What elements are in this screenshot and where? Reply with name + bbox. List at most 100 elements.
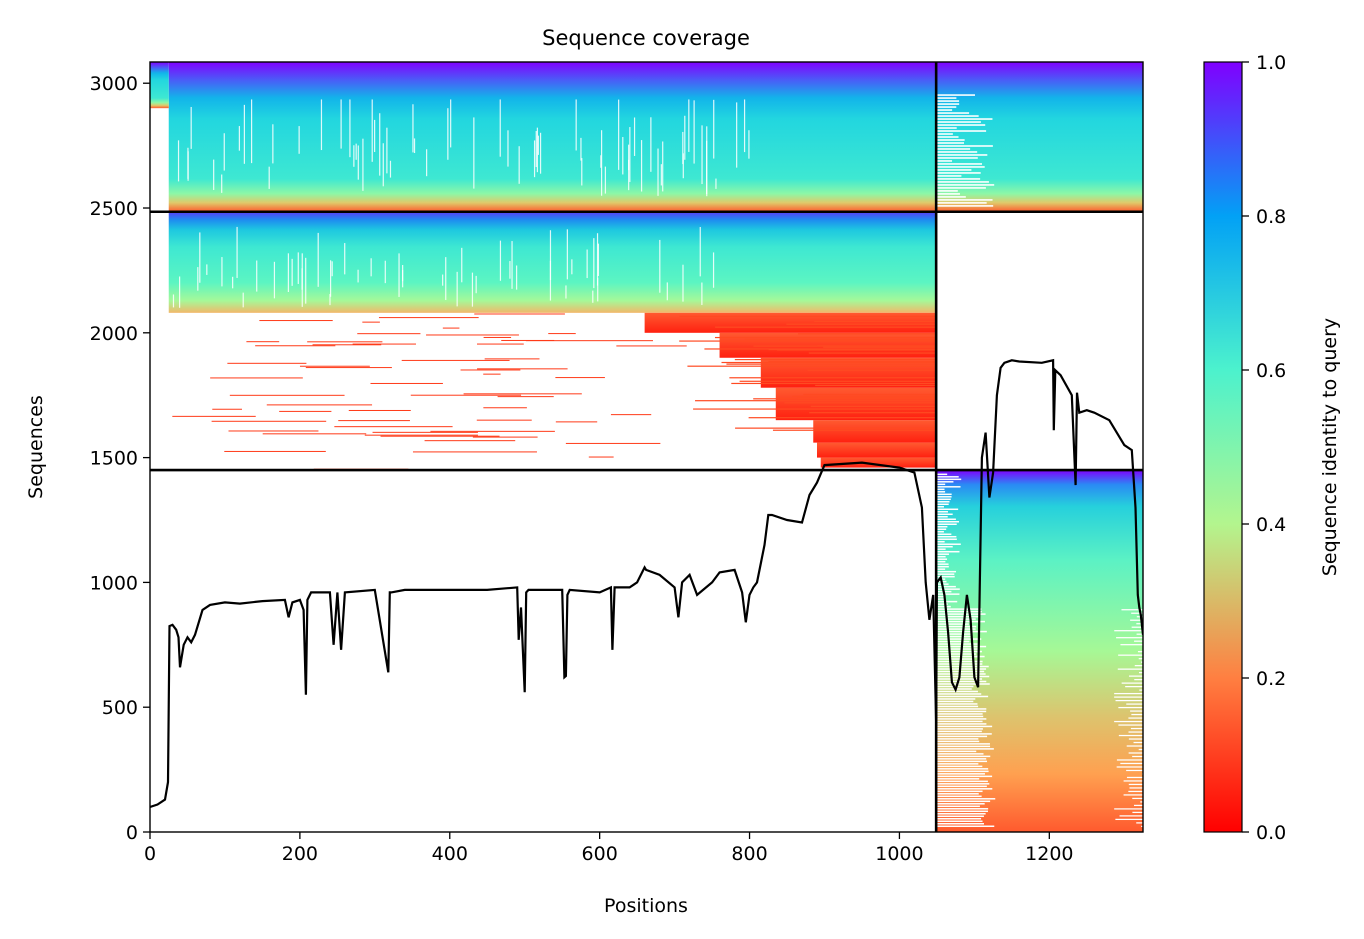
sparse-row xyxy=(357,333,421,335)
gap-row xyxy=(1128,738,1143,740)
sparse-row xyxy=(721,361,937,364)
gap-row xyxy=(1129,787,1143,789)
gap-streak xyxy=(268,166,270,189)
gap-row xyxy=(936,730,982,733)
gap-row xyxy=(1141,825,1143,828)
gap-row xyxy=(936,521,960,523)
gap-row xyxy=(1136,633,1143,635)
sparse-row xyxy=(312,344,382,346)
colorbar-tick-label: 0.2 xyxy=(1256,668,1286,690)
gap-row xyxy=(936,760,988,763)
gap-row xyxy=(936,745,991,748)
gap-row xyxy=(936,478,962,481)
gap-row xyxy=(936,172,981,174)
gap-row xyxy=(936,202,987,204)
gap-row xyxy=(1131,713,1143,716)
gap-streak xyxy=(447,108,449,160)
x-tick-label: 600 xyxy=(582,843,618,865)
sparse-row xyxy=(483,407,527,409)
gap-streak xyxy=(565,285,567,299)
x-axis: 0 200 400 600 800 1000 1200 xyxy=(144,832,1074,865)
sparse-row xyxy=(348,409,411,411)
gap-streak xyxy=(688,99,690,152)
gap-streak xyxy=(329,294,331,306)
gap-row xyxy=(936,653,977,655)
heat-block-red-step xyxy=(820,457,937,468)
gap-row xyxy=(936,755,991,758)
gap-row xyxy=(936,570,957,573)
gap-row xyxy=(1118,734,1143,737)
sparse-row xyxy=(565,442,661,444)
gap-streak xyxy=(586,249,588,279)
gap-streak xyxy=(659,239,661,293)
gap-row xyxy=(936,118,993,120)
gap-streak xyxy=(243,104,245,164)
gap-row xyxy=(1128,675,1143,677)
sparse-row xyxy=(172,415,256,417)
gap-streak xyxy=(580,137,582,161)
gap-streak xyxy=(715,178,717,189)
gap-row xyxy=(936,555,946,558)
gap-row xyxy=(1114,696,1143,698)
x-tick-label: 400 xyxy=(432,843,468,865)
sparse-row xyxy=(704,348,937,350)
gap-row xyxy=(936,640,970,643)
gap-streak xyxy=(499,240,502,281)
gap-row xyxy=(936,100,960,102)
chart-title: Sequence coverage xyxy=(542,26,750,50)
gap-row xyxy=(936,623,969,625)
gap-streak xyxy=(456,271,458,307)
gap-row xyxy=(936,145,993,147)
gap-streak xyxy=(442,274,444,286)
gap-row xyxy=(936,675,990,678)
sparse-row xyxy=(823,346,937,348)
gap-row xyxy=(1114,692,1143,695)
sparse-row xyxy=(679,315,937,317)
sparse-row xyxy=(477,368,568,370)
gap-streak xyxy=(640,140,643,192)
gap-streak xyxy=(329,260,332,297)
sparse-row xyxy=(338,420,410,422)
gap-row xyxy=(936,650,982,653)
gap-streak xyxy=(298,126,300,154)
sparse-row xyxy=(772,429,937,431)
gap-streak xyxy=(250,99,253,164)
gap-row xyxy=(936,528,947,530)
gap-streak xyxy=(509,261,511,279)
sparse-row xyxy=(229,394,345,396)
gap-streak xyxy=(682,153,684,179)
gap-row xyxy=(936,768,989,770)
gap-row xyxy=(1131,612,1143,614)
gap-streak xyxy=(206,264,208,275)
gap-row xyxy=(1126,776,1143,779)
gap-row xyxy=(936,673,986,675)
gap-row xyxy=(936,493,952,496)
gap-row xyxy=(936,488,945,491)
x-tick-label: 1200 xyxy=(1025,843,1073,865)
sparse-row xyxy=(695,400,937,402)
gap-row xyxy=(936,481,954,483)
gap-row xyxy=(936,535,957,538)
gap-row xyxy=(936,633,972,635)
gap-streak xyxy=(232,276,234,289)
gap-row xyxy=(1132,755,1143,758)
gap-row xyxy=(936,545,953,548)
sparse-row xyxy=(726,363,937,365)
gap-row xyxy=(936,613,986,615)
gap-row xyxy=(936,700,974,703)
gap-row xyxy=(936,163,983,165)
gap-row xyxy=(1123,794,1143,796)
gap-row xyxy=(1140,801,1143,803)
gap-row xyxy=(936,501,950,503)
sparse-row xyxy=(714,336,937,339)
sparse-row xyxy=(497,396,554,398)
gap-streak xyxy=(331,261,333,277)
gap-row xyxy=(936,115,979,117)
gap-row xyxy=(936,483,946,486)
gap-row xyxy=(936,511,948,513)
sparse-row xyxy=(211,420,327,422)
gap-streak xyxy=(172,294,175,308)
gap-row xyxy=(1126,745,1143,747)
gap-streak xyxy=(682,264,684,302)
gap-row xyxy=(936,503,949,506)
